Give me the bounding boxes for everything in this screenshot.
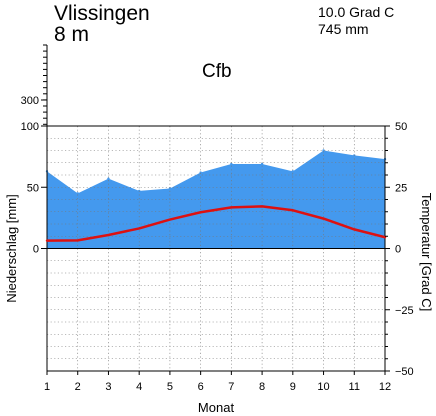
precipitation-point xyxy=(199,171,202,174)
right-tick-label: 0 xyxy=(395,244,401,256)
x-tick-label: 11 xyxy=(349,381,360,393)
x-tick-label: 2 xyxy=(75,381,81,393)
x-tick-label: 8 xyxy=(259,381,265,393)
precipitation-point xyxy=(260,162,264,166)
precipitation-point xyxy=(230,162,233,166)
x-tick-label: 7 xyxy=(228,381,234,393)
x-tick-label: 3 xyxy=(105,381,111,393)
x-axis-title: Monat xyxy=(198,400,235,415)
right-tick-label: −50 xyxy=(395,366,414,378)
precipitation-point xyxy=(168,187,172,190)
x-tick-label: 6 xyxy=(198,381,204,393)
precipitation-point xyxy=(107,177,110,180)
annual-precipitation: 745 mm xyxy=(318,21,369,37)
x-tick-label: 4 xyxy=(136,381,142,393)
right-tick-label: 25 xyxy=(395,182,407,194)
right-tick-label: 50 xyxy=(395,121,407,133)
precipitation-point xyxy=(322,149,325,152)
climate-classification: Cfb xyxy=(202,61,232,82)
left-tick-label: 50 xyxy=(27,182,39,194)
precipitation-point xyxy=(76,192,79,195)
left-tick-label: 0 xyxy=(33,244,39,256)
left-axis-title: Niederschlag [mm] xyxy=(4,194,19,302)
annual-temperature: 10.0 Grad C xyxy=(318,4,395,20)
station-name: Vlissingen xyxy=(54,2,150,25)
precipitation-area xyxy=(47,150,385,249)
x-tick-label: 1 xyxy=(44,381,50,393)
right-axis-title: Temperatur [Grad C] xyxy=(419,193,434,312)
station-elevation: 8 m xyxy=(54,23,90,46)
x-tick-label: 12 xyxy=(379,381,391,393)
x-tick-label: 9 xyxy=(290,381,296,393)
temperature-line xyxy=(45,205,387,242)
precipitation-point xyxy=(291,170,295,173)
left-tick-label: 100 xyxy=(21,121,39,133)
right-tick-label: −25 xyxy=(395,305,414,317)
x-tick-label: 5 xyxy=(167,381,173,393)
x-tick-label: 10 xyxy=(317,381,329,393)
left-tick-label: 300 xyxy=(21,95,39,107)
